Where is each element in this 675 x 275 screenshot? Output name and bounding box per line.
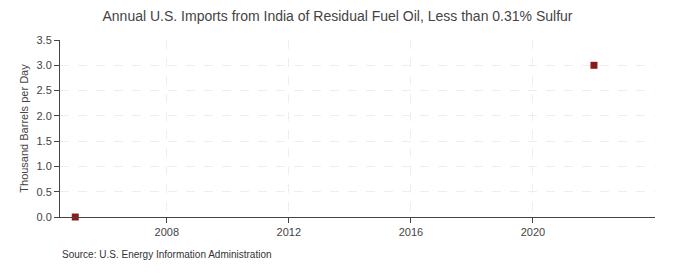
svg-text:2.5: 2.5 [37,84,52,96]
svg-text:2012: 2012 [277,226,301,238]
svg-text:3.5: 3.5 [37,34,52,46]
svg-text:0.5: 0.5 [37,186,52,198]
svg-text:Source: U.S. Energy Informatio: Source: U.S. Energy Information Administ… [62,249,272,260]
svg-text:1.0: 1.0 [37,160,52,172]
svg-text:1.5: 1.5 [37,135,52,147]
svg-text:3.0: 3.0 [37,59,52,71]
svg-text:2020: 2020 [521,226,545,238]
svg-text:2.0: 2.0 [37,110,52,122]
svg-text:Thousand Barrels per Day: Thousand Barrels per Day [18,64,30,193]
svg-text:2016: 2016 [399,226,423,238]
svg-text:2008: 2008 [155,226,179,238]
svg-text:0.0: 0.0 [37,211,52,223]
svg-text:Annual U.S. Imports from India: Annual U.S. Imports from India of Residu… [102,8,572,24]
